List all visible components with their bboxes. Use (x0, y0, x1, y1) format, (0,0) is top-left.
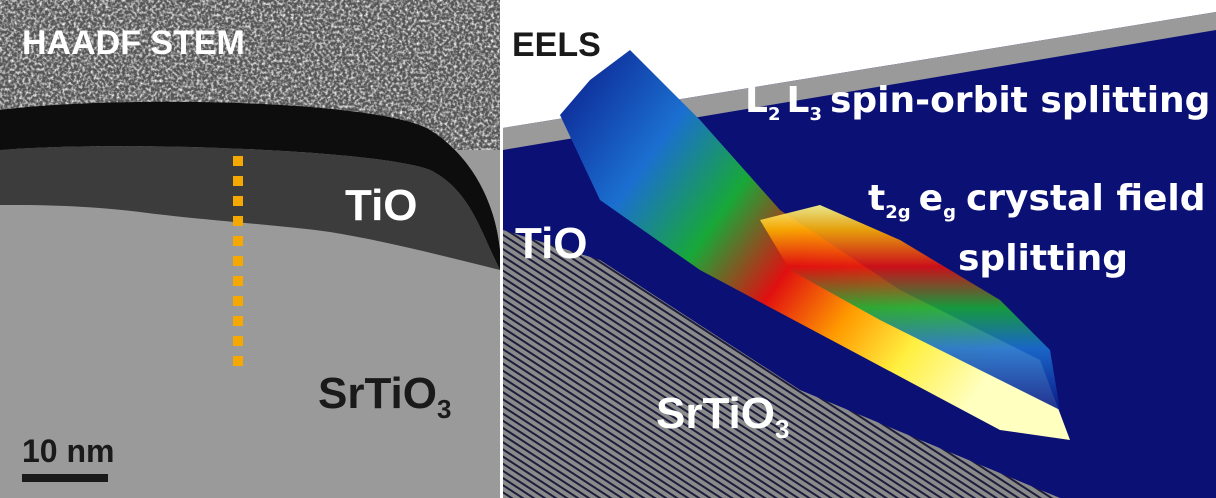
panel-title: EELS (512, 26, 601, 64)
text-part: spin-orbit splitting (830, 80, 1210, 121)
text-part: 3 (437, 394, 451, 424)
scale-bar-label: 10 nm (22, 433, 114, 469)
layer-label: TiO (345, 181, 418, 230)
layer-label: SrTiO3 (656, 389, 789, 444)
figure: HAADF STEM TiO SrTiO3 10 nm EELS L2L3spi… (0, 0, 1216, 498)
text-part: SrTiO (318, 369, 437, 418)
text-part: L (786, 80, 809, 121)
text-part: L (745, 80, 768, 121)
stem-panel: HAADF STEM TiO SrTiO3 10 nm (0, 0, 500, 498)
text-part: 3 (775, 414, 789, 444)
scale-bar (22, 474, 108, 482)
page: {"left_panel": {"title": "HAADF STEM", "… (0, 0, 1216, 498)
text-part: 2g (885, 202, 910, 223)
annotation: t2g eg crystal field (868, 178, 1206, 223)
text-part: splitting (958, 238, 1128, 279)
text-part: g (943, 202, 956, 223)
text-part: SrTiO (656, 389, 775, 438)
text-part: t (868, 178, 885, 219)
panel-title: HAADF STEM (22, 24, 245, 62)
text-part: crystal field (966, 178, 1206, 219)
text-part: e (919, 178, 943, 219)
layer-label: SrTiO3 (318, 369, 451, 424)
annotation: splitting (958, 238, 1128, 279)
text-part: 3 (809, 104, 822, 125)
text-part: 2 (768, 104, 781, 125)
layer-label: TiO (515, 219, 588, 268)
